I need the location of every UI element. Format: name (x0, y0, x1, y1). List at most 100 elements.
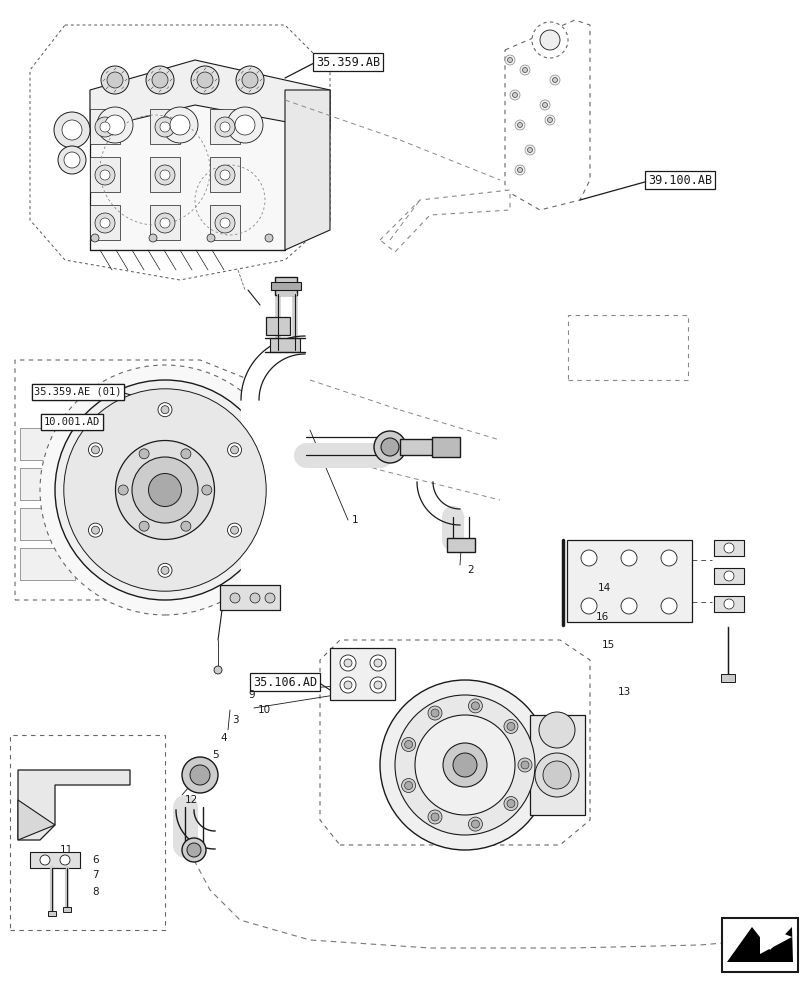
Bar (210, 109, 240, 144)
Bar (271, 282, 301, 290)
Circle shape (507, 58, 512, 63)
Circle shape (504, 719, 517, 733)
Circle shape (60, 855, 70, 865)
Bar (713, 596, 743, 612)
Circle shape (519, 65, 530, 75)
Circle shape (182, 757, 217, 793)
Circle shape (509, 90, 519, 100)
Circle shape (155, 165, 175, 185)
Circle shape (100, 170, 109, 180)
Circle shape (380, 680, 549, 850)
Text: 4: 4 (220, 733, 226, 743)
Bar (713, 568, 743, 584)
Bar (220, 585, 280, 610)
Circle shape (506, 722, 514, 730)
Circle shape (427, 706, 441, 720)
Bar (568, 315, 687, 380)
Bar (20, 468, 75, 500)
Circle shape (539, 100, 549, 110)
Text: 35.359.AE (01): 35.359.AE (01) (34, 387, 122, 397)
Circle shape (100, 218, 109, 228)
Circle shape (527, 148, 532, 153)
Circle shape (370, 655, 385, 671)
Circle shape (250, 593, 260, 603)
Circle shape (723, 599, 733, 609)
Circle shape (340, 677, 355, 693)
Circle shape (191, 66, 219, 94)
Circle shape (152, 72, 168, 88)
Bar (329, 648, 394, 700)
Bar (270, 338, 299, 352)
Circle shape (55, 380, 275, 600)
Circle shape (92, 446, 99, 454)
Circle shape (101, 66, 129, 94)
Circle shape (215, 117, 234, 137)
Bar (150, 157, 180, 192)
Circle shape (155, 213, 175, 233)
Circle shape (620, 598, 636, 614)
Circle shape (158, 563, 172, 577)
Bar (90, 157, 120, 192)
Circle shape (264, 593, 275, 603)
Circle shape (512, 93, 517, 98)
Circle shape (181, 449, 191, 459)
Bar (150, 205, 180, 240)
Circle shape (160, 122, 169, 132)
Circle shape (40, 855, 50, 865)
Bar (266, 317, 290, 335)
Bar (530, 715, 584, 815)
Text: 14: 14 (597, 583, 611, 593)
Circle shape (521, 68, 527, 73)
Polygon shape (18, 800, 55, 840)
Text: 8: 8 (92, 887, 98, 897)
Circle shape (58, 146, 86, 174)
Polygon shape (285, 90, 329, 250)
Circle shape (534, 753, 578, 797)
Circle shape (139, 521, 149, 531)
Bar (720, 674, 734, 682)
Circle shape (427, 810, 441, 824)
Text: 3: 3 (232, 715, 238, 725)
Circle shape (404, 782, 412, 790)
Circle shape (521, 761, 528, 769)
Circle shape (220, 170, 230, 180)
Circle shape (95, 117, 115, 137)
Text: 11: 11 (60, 845, 73, 855)
Circle shape (525, 145, 534, 155)
Polygon shape (726, 927, 792, 962)
Polygon shape (30, 852, 80, 868)
Circle shape (414, 715, 514, 815)
Circle shape (581, 550, 596, 566)
Circle shape (539, 712, 574, 748)
Circle shape (468, 699, 482, 713)
Circle shape (401, 779, 415, 793)
Circle shape (190, 765, 210, 785)
Circle shape (242, 72, 258, 88)
Circle shape (92, 526, 99, 534)
Polygon shape (320, 640, 590, 845)
Text: 6: 6 (92, 855, 98, 865)
Circle shape (517, 168, 521, 173)
Circle shape (197, 72, 212, 88)
Circle shape (115, 440, 214, 540)
Bar (446, 538, 474, 552)
Circle shape (264, 234, 272, 242)
Circle shape (64, 152, 80, 168)
Circle shape (581, 598, 596, 614)
Text: 2: 2 (466, 565, 473, 575)
Text: 9: 9 (247, 690, 255, 700)
Circle shape (443, 743, 487, 787)
Circle shape (723, 543, 733, 553)
Circle shape (453, 753, 476, 777)
Circle shape (105, 115, 125, 135)
Circle shape (158, 403, 172, 417)
Text: 10.001.AD: 10.001.AD (44, 417, 100, 427)
Circle shape (160, 170, 169, 180)
Text: 39.100.AB: 39.100.AB (647, 174, 711, 187)
Circle shape (97, 107, 133, 143)
Circle shape (182, 838, 206, 862)
Bar (400, 439, 435, 455)
Circle shape (539, 30, 560, 50)
Circle shape (132, 457, 198, 523)
Circle shape (394, 695, 534, 835)
